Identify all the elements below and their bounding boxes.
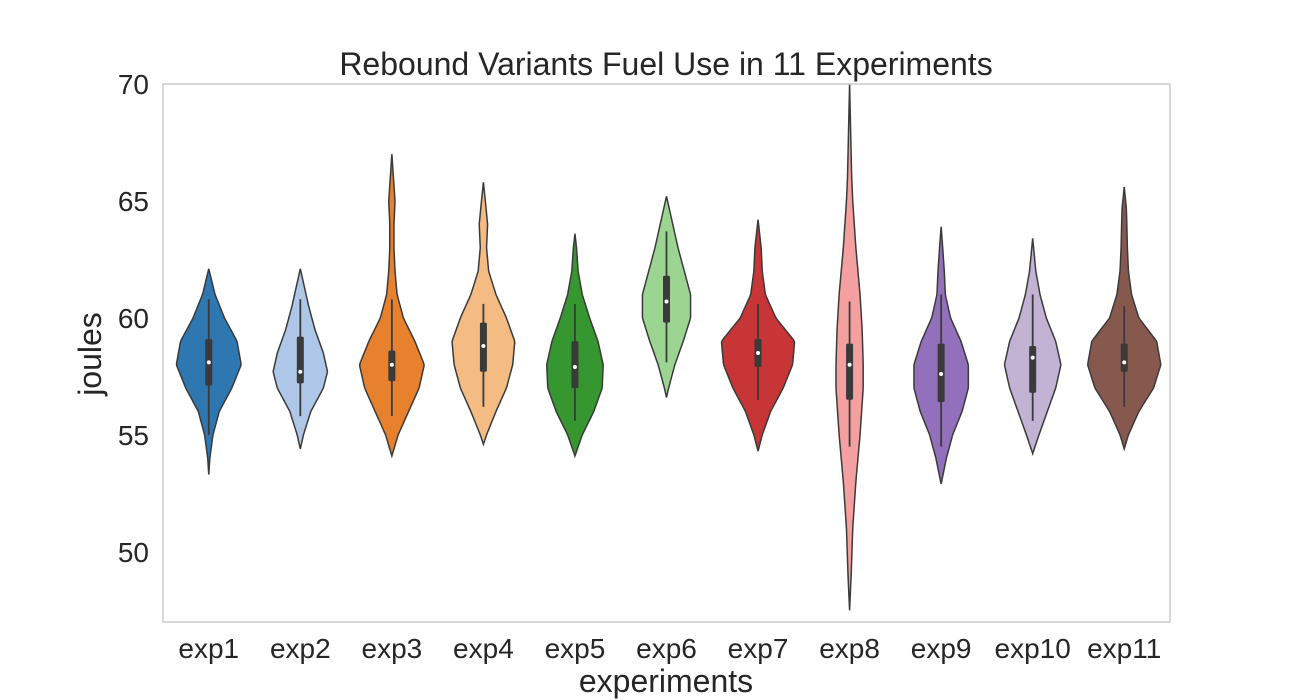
violin-exp4 [451, 182, 516, 447]
x-tick-label: exp10 [995, 633, 1071, 664]
x-axis-ticks: exp1 exp2 exp3 exp4 exp5 exp6 exp7 exp8 exp9 exp1… [178, 633, 1161, 664]
violin-median-dot [481, 343, 486, 348]
violin-layer [175, 83, 1162, 611]
x-tick-label: exp6 [636, 633, 697, 664]
violin-median-dot [756, 351, 761, 355]
violin-iqr-box [1120, 343, 1128, 372]
x-tick-label: exp5 [545, 633, 606, 664]
violin-iqr-box [846, 343, 854, 400]
y-axis-label: joules [72, 312, 108, 397]
violin-iqr-box [1029, 345, 1037, 393]
violin-median-dot [572, 365, 577, 370]
violin-median-dot [389, 362, 394, 367]
violin-exp3 [358, 154, 425, 459]
violin-median-dot [1030, 355, 1035, 360]
plot-frame [162, 83, 1171, 623]
violin-exp10 [1003, 238, 1062, 456]
violin-median-dot [206, 360, 211, 365]
y-tick-label: 50 [118, 537, 149, 568]
violin-median-dot [939, 372, 944, 377]
violin-median-dot [1122, 360, 1127, 365]
y-tick-label: 60 [118, 303, 149, 334]
violin-exp1 [175, 268, 242, 475]
violin-median-dot [664, 299, 669, 304]
violin-iqr-box [663, 275, 670, 323]
violin-iqr-box [571, 341, 579, 389]
x-tick-label: exp11 [1087, 633, 1161, 664]
violin-median-dot [847, 362, 852, 367]
x-tick-label: exp8 [819, 633, 880, 664]
violin-iqr-box [296, 336, 304, 384]
violin-exp5 [545, 233, 604, 459]
x-tick-label: exp3 [362, 633, 423, 664]
y-tick-label: 65 [118, 186, 149, 217]
x-tick-label: exp2 [270, 633, 331, 664]
x-tick-label: exp7 [728, 633, 789, 664]
violin-exp6 [641, 196, 692, 398]
violin-median-dot [298, 369, 303, 374]
x-tick-label: exp9 [911, 633, 972, 664]
x-tick-label: exp4 [453, 633, 514, 664]
x-axis-label: experiments [579, 663, 753, 699]
violin-exp11 [1086, 186, 1162, 452]
y-axis-ticks: 50 55 60 65 70 [118, 69, 149, 568]
y-tick-label: 55 [118, 420, 149, 451]
y-tick-label: 70 [118, 69, 149, 100]
x-tick-label: exp1 [178, 633, 239, 664]
violin-exp7 [720, 219, 796, 452]
chart-title: Rebound Variants Fuel Use in 11 Experime… [339, 46, 992, 82]
violin-exp9 [913, 226, 970, 485]
violin-exp2 [272, 268, 329, 450]
